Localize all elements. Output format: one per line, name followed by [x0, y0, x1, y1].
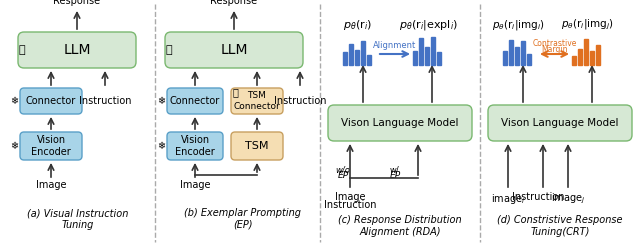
Bar: [431, 37, 435, 65]
Text: Contrastive: Contrastive: [532, 39, 577, 48]
Bar: [584, 39, 588, 65]
FancyBboxPatch shape: [20, 88, 82, 114]
Text: w/: w/: [390, 165, 400, 175]
Text: $p_\theta(\mathrm{r}_i|\mathrm{img}_j)$: $p_\theta(\mathrm{r}_i|\mathrm{img}_j)$: [561, 18, 613, 32]
Bar: [515, 47, 519, 65]
Text: Image: Image: [36, 180, 67, 190]
Text: (b) Exemplar Prompting
(EP): (b) Exemplar Prompting (EP): [184, 208, 301, 230]
Bar: [349, 44, 353, 65]
Text: TSM
Connector: TSM Connector: [234, 91, 280, 111]
FancyBboxPatch shape: [165, 32, 303, 68]
Bar: [437, 52, 441, 65]
Text: image$_j$: image$_j$: [551, 192, 585, 206]
Text: $p_\theta(\mathrm{r}_i)$: $p_\theta(\mathrm{r}_i)$: [344, 18, 372, 32]
Text: Vision
Encoder: Vision Encoder: [31, 135, 71, 157]
Bar: [596, 45, 600, 65]
Text: LLM: LLM: [220, 43, 248, 57]
FancyBboxPatch shape: [231, 88, 283, 114]
FancyBboxPatch shape: [488, 105, 632, 141]
Bar: [521, 41, 525, 65]
Text: Connector: Connector: [170, 96, 220, 106]
Text: Alignment: Alignment: [373, 41, 417, 50]
Text: ❄️: ❄️: [158, 96, 166, 106]
Bar: [425, 47, 429, 65]
Bar: [527, 54, 531, 65]
Bar: [503, 51, 507, 65]
Text: Instruction: Instruction: [274, 96, 326, 106]
Bar: [367, 55, 371, 65]
Text: w/o: w/o: [335, 165, 351, 175]
Text: Vison Language Model: Vison Language Model: [501, 118, 619, 128]
Text: 🔥: 🔥: [19, 45, 26, 55]
Text: (c) Response Distribution
Alignment (RDA): (c) Response Distribution Alignment (RDA…: [338, 215, 462, 237]
Text: 🔥: 🔥: [232, 87, 238, 97]
Text: Vision
Encoder: Vision Encoder: [175, 135, 215, 157]
FancyBboxPatch shape: [231, 132, 283, 160]
Bar: [509, 40, 513, 65]
Text: EP: EP: [337, 172, 349, 181]
Bar: [355, 50, 359, 65]
Text: Instruction: Instruction: [79, 96, 131, 106]
Text: Instruction: Instruction: [512, 192, 564, 202]
FancyBboxPatch shape: [328, 105, 472, 141]
Text: $p_\theta(\mathrm{r}_i|\mathrm{img}_i)$: $p_\theta(\mathrm{r}_i|\mathrm{img}_i)$: [492, 18, 545, 32]
Text: Response: Response: [211, 0, 257, 6]
Text: ❄️: ❄️: [11, 141, 19, 151]
Text: Connector: Connector: [26, 96, 76, 106]
Text: ❄️: ❄️: [158, 141, 166, 151]
Text: Instruction: Instruction: [324, 200, 376, 210]
Text: Margin: Margin: [541, 45, 568, 54]
Text: $p_\theta(\mathrm{r}_i|\mathrm{expl}_i)$: $p_\theta(\mathrm{r}_i|\mathrm{expl}_i)$: [399, 18, 458, 32]
Text: Vison Language Model: Vison Language Model: [341, 118, 459, 128]
Text: image$_i$: image$_i$: [491, 192, 525, 206]
Bar: [413, 51, 417, 65]
Text: ❄️: ❄️: [11, 96, 19, 106]
Bar: [590, 51, 594, 65]
Text: Image: Image: [180, 180, 211, 190]
FancyBboxPatch shape: [167, 88, 223, 114]
Bar: [343, 52, 347, 65]
Text: TSM: TSM: [245, 141, 269, 151]
Bar: [361, 41, 365, 65]
FancyBboxPatch shape: [20, 132, 82, 160]
Bar: [572, 56, 576, 65]
FancyBboxPatch shape: [18, 32, 136, 68]
Text: (a) Visual Instruction
Tuning: (a) Visual Instruction Tuning: [28, 208, 129, 230]
Bar: [578, 49, 582, 65]
Text: Response: Response: [53, 0, 100, 6]
Text: (d) Constristive Response
Tuning(CRT): (d) Constristive Response Tuning(CRT): [497, 215, 623, 237]
Text: EP: EP: [389, 172, 401, 181]
Text: Image: Image: [335, 192, 365, 202]
FancyBboxPatch shape: [167, 132, 223, 160]
Bar: [419, 38, 423, 65]
Text: LLM: LLM: [63, 43, 91, 57]
Text: 🔥: 🔥: [166, 45, 172, 55]
